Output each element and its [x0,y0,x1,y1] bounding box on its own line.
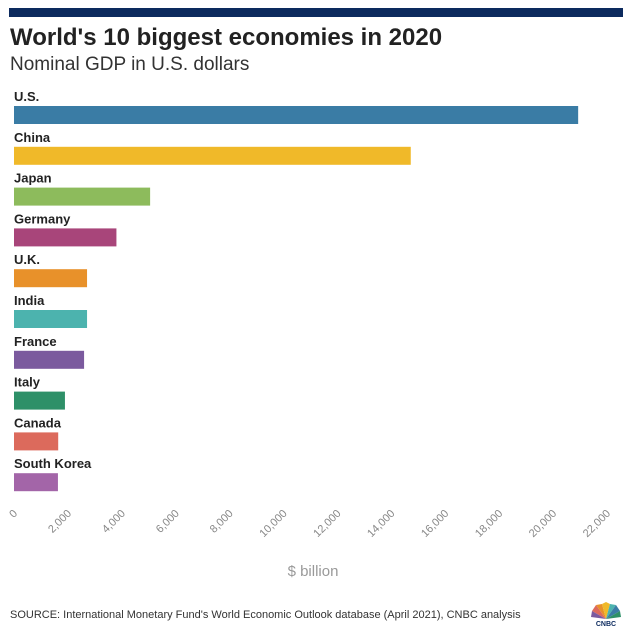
x-tick-label: 14,000 [365,508,397,540]
x-tick-label: 16,000 [419,508,451,540]
x-tick-label: 8,000 [208,508,236,536]
x-tick-label: 4,000 [100,508,128,536]
category-label-u-k: U.K. [14,252,40,267]
bar-china [14,146,411,165]
category-label-canada: Canada [14,415,62,430]
bar-u-k [14,269,88,288]
category-label-japan: Japan [14,171,52,186]
category-label-china: China [14,130,51,145]
x-tick-label: 6,000 [154,508,182,536]
chart-title: World's 10 biggest economies in 2020 [10,24,443,51]
x-tick-label: 0 [7,508,20,521]
category-label-south-korea: South Korea [14,456,92,471]
x-tick-label: 12,000 [311,508,343,540]
x-tick-label: 10,000 [257,508,289,540]
bar-south-korea [14,473,58,492]
bar-canada [14,432,59,451]
category-label-india: India [14,293,45,308]
category-label-u-s: U.S. [14,89,39,104]
cnbc-peacock-logo-icon [591,602,621,619]
bar-japan [14,187,151,206]
header-accent-bar [9,8,623,17]
bar-germany [14,228,117,247]
x-tick-label: 22,000 [581,508,613,540]
bar-italy [14,391,65,410]
source-note: SOURCE: International Monetary Fund's Wo… [10,609,521,621]
category-label-germany: Germany [14,211,71,226]
bar-chart: U.S. China Japan Germany U.K. India France Ital… [7,89,613,580]
x-tick-label: 2,000 [46,508,74,536]
x-tick-label: 20,000 [527,508,559,540]
bar-u-s [14,106,579,124]
cnbc-logo-text: CNBC [595,621,617,628]
x-axis-label: $ billion [288,563,339,580]
category-label-france: France [14,334,57,349]
x-tick-label: 18,000 [473,508,505,540]
chart-subtitle: Nominal GDP in U.S. dollars [10,54,250,75]
category-label-italy: Italy [14,375,41,390]
bar-france [14,350,85,369]
bar-india [14,310,88,328]
